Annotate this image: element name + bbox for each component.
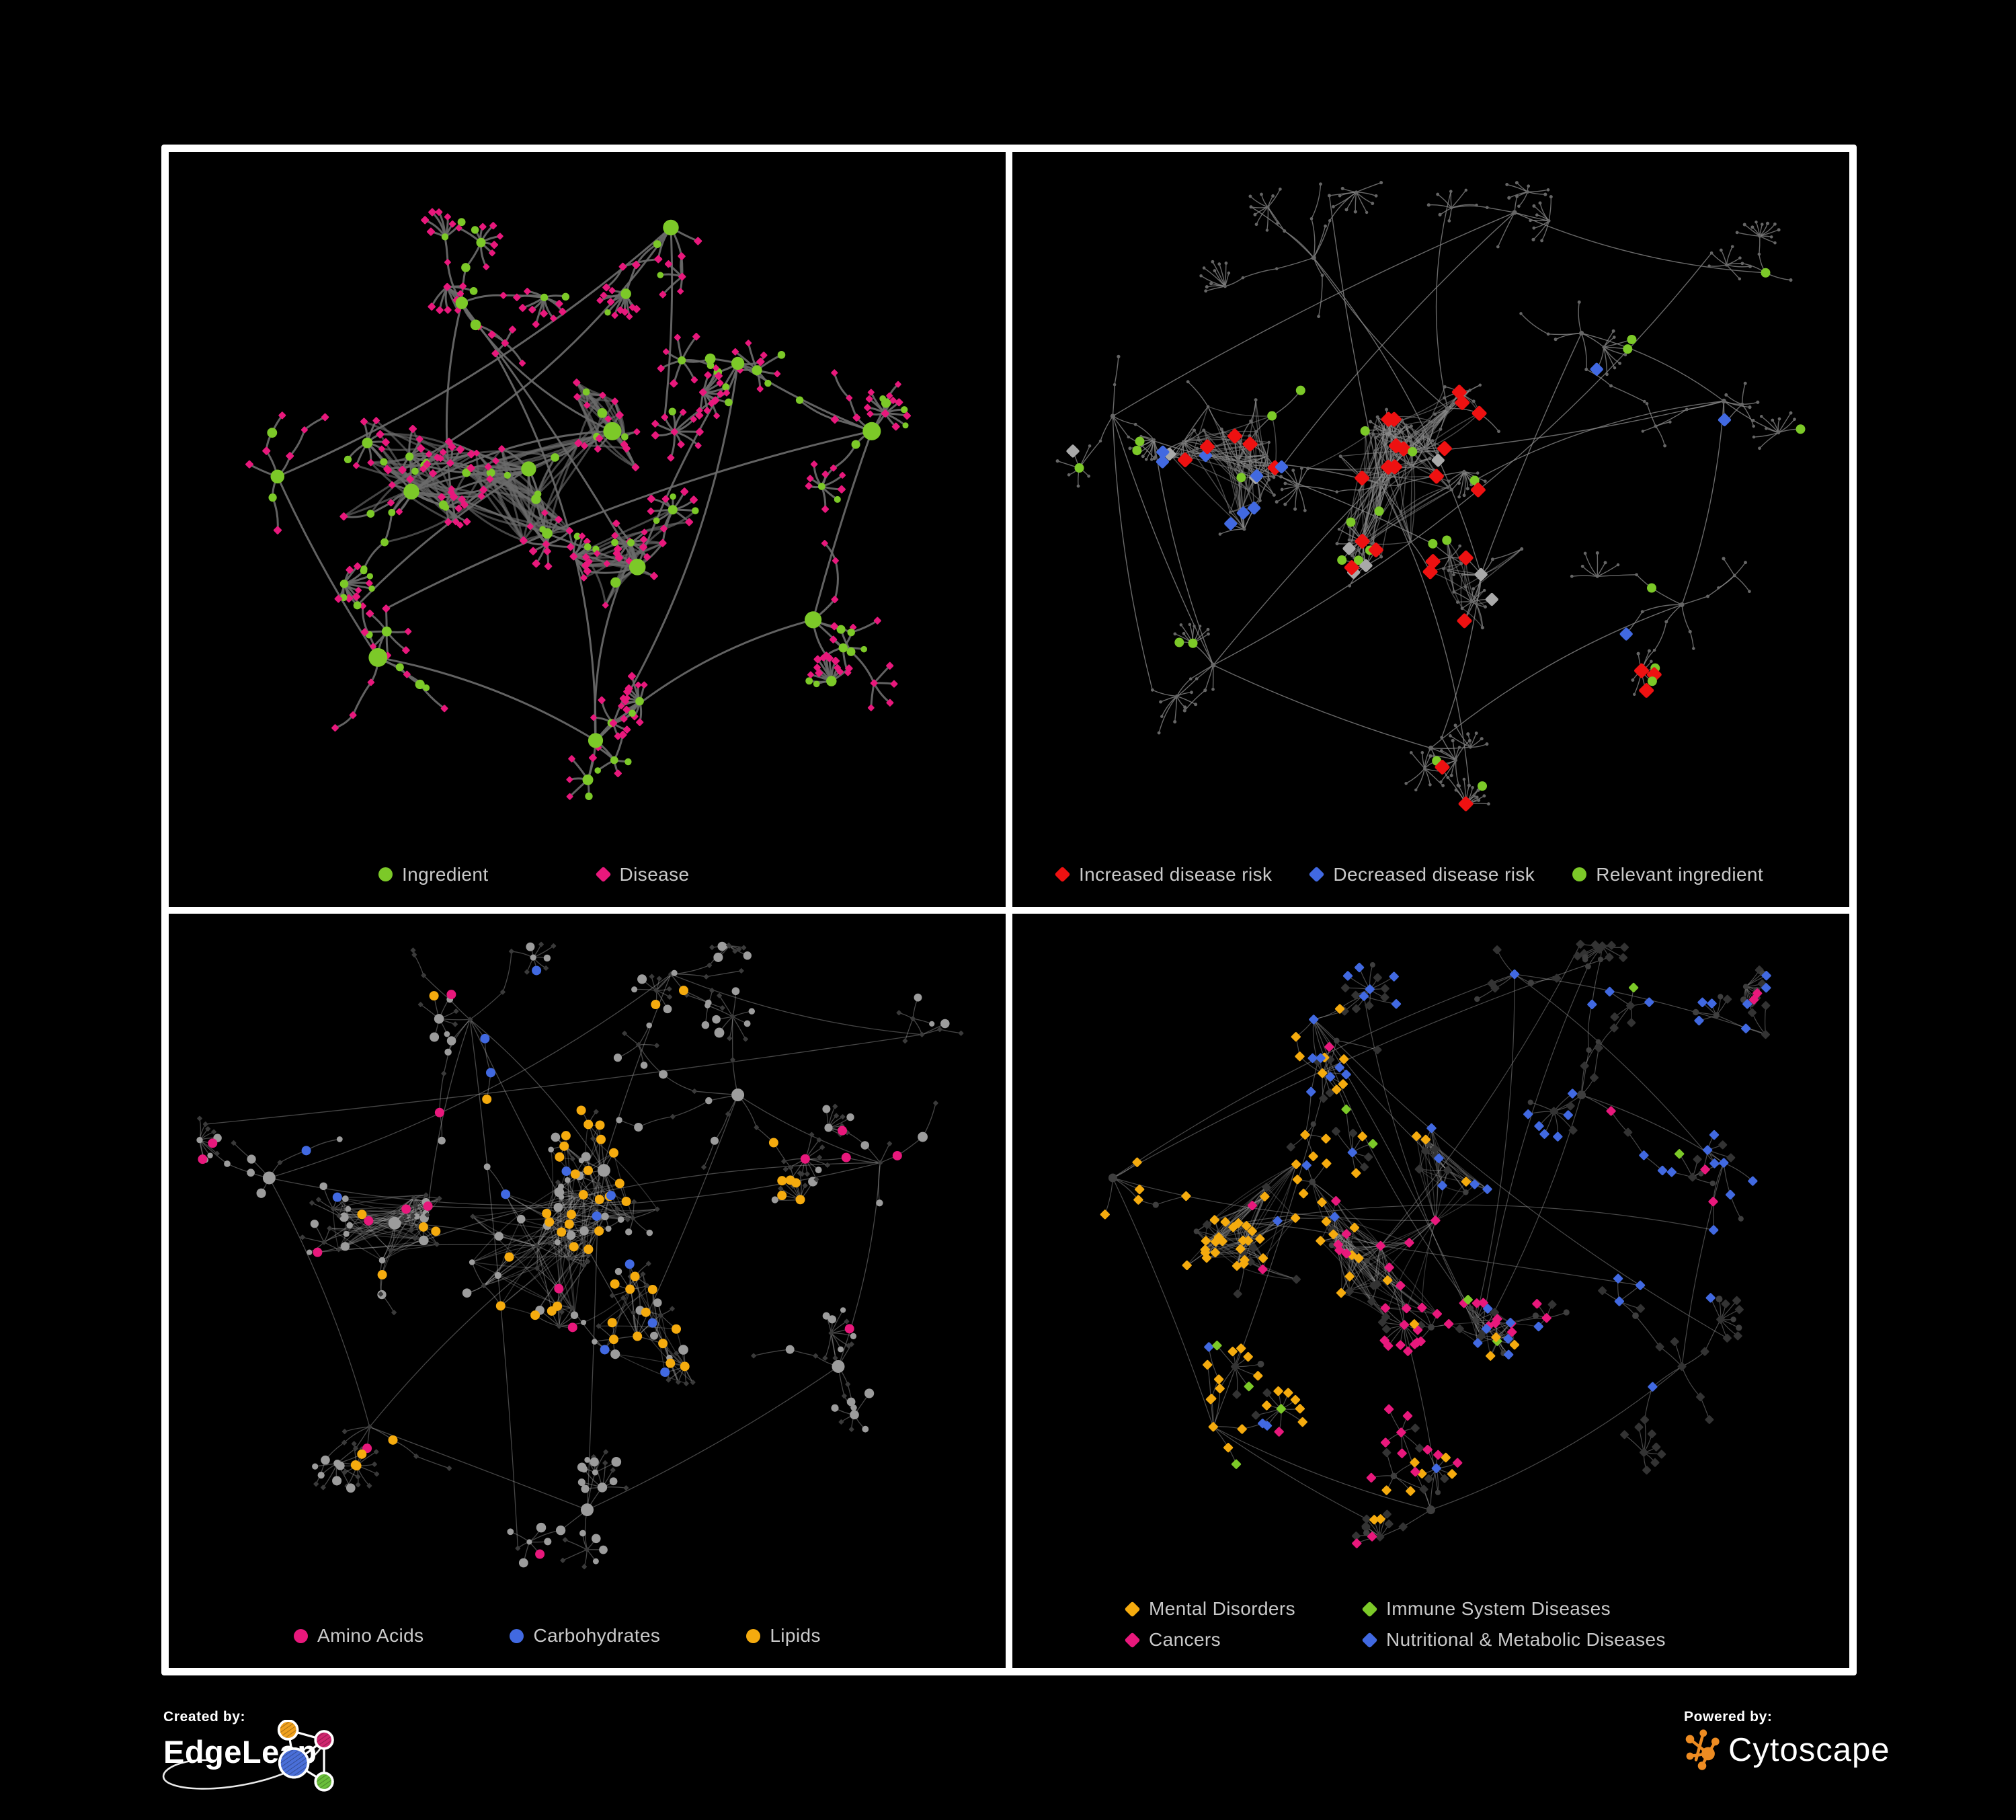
network-disease-categories <box>1100 939 1771 1548</box>
legend-item-disease: Disease <box>595 863 690 885</box>
legend-label: Cancers <box>1149 1629 1221 1650</box>
network-base-nodes <box>1055 181 1796 806</box>
legend-item-cancers: Cancers <box>1124 1629 1295 1651</box>
legend-ingredient-disease: Ingredient Disease <box>378 864 690 885</box>
legend-item-decreased-disease-risk: Decreased disease risk <box>1308 863 1535 885</box>
network-nutrient-classes <box>196 941 964 1569</box>
diamond-marker-icon <box>595 866 612 883</box>
legend-label: Relevant ingredient <box>1596 863 1764 885</box>
circle-marker-icon <box>510 1628 524 1643</box>
legend-label: Increased disease risk <box>1079 863 1273 885</box>
diamond-marker-icon <box>1361 1600 1378 1618</box>
created-by-block: Created by: EdgeLeap <box>163 1709 392 1792</box>
legend-label: Nutritional & Metabolic Diseases <box>1386 1629 1666 1650</box>
network-highlight-nodes <box>1100 962 1771 1548</box>
created-by-label: Created by: <box>163 1709 246 1725</box>
network-base-nodes <box>245 208 912 801</box>
circle-marker-icon <box>378 867 393 881</box>
cytoscape-wordmark: Cytoscape <box>1728 1732 1890 1768</box>
legend-item-amino-acids: Amino Acids <box>294 1625 424 1647</box>
legend-item-carbohydrates: Carbohydrates <box>510 1625 660 1647</box>
diamond-marker-icon <box>1054 866 1071 883</box>
legend-label: Amino Acids <box>317 1625 424 1646</box>
legend-disease-categories: Mental Disorders Immune System Diseases Ca… <box>1124 1598 1666 1651</box>
legend-item-nutritional-metabolic-diseases: Nutritional & Metabolic Diseases <box>1361 1629 1666 1651</box>
legend-label: Carbohydrates <box>533 1625 661 1646</box>
network-highlight-nodes <box>1066 268 1806 812</box>
network-highlight-nodes <box>198 965 902 1559</box>
legend-label: Ingredient <box>402 863 489 885</box>
diamond-marker-icon <box>1361 1631 1378 1649</box>
legend-item-immune-system-diseases: Immune System Diseases <box>1361 1598 1666 1620</box>
panel-grid: Ingredient Disease Increased disease risk… <box>161 145 1857 1675</box>
diamond-marker-icon <box>1124 1600 1141 1618</box>
legend-item-relevant-ingredient: Relevant ingredient <box>1572 864 1763 885</box>
edgeleap-logo: EdgeLeap <box>163 1720 392 1792</box>
network-hub-nodes <box>270 219 881 748</box>
diamond-marker-icon <box>1124 1631 1141 1649</box>
circle-marker-icon <box>746 1628 761 1643</box>
legend-label: Lipids <box>770 1625 821 1646</box>
circle-marker-icon <box>294 1628 308 1643</box>
powered-by-block: Powered by: Cytosc <box>1684 1709 1966 1772</box>
cytoscape-icon <box>1685 1729 1720 1770</box>
legend-item-ingredient: Ingredient <box>378 864 489 885</box>
network-disease-risk <box>1055 181 1806 812</box>
diamond-marker-icon <box>1308 866 1325 883</box>
powered-by-label: Powered by: <box>1684 1709 1773 1725</box>
legend-item-lipids: Lipids <box>746 1625 821 1647</box>
network-edges <box>249 211 908 797</box>
legend-label: Mental Disorders <box>1149 1598 1296 1619</box>
edgeleap-node-icon <box>277 1720 334 1792</box>
network-edges <box>199 943 961 1567</box>
network-base-nodes <box>1108 939 1771 1541</box>
network-edges <box>1057 182 1801 805</box>
legend-label: Decreased disease risk <box>1333 863 1535 885</box>
legend-item-mental-disorders: Mental Disorders <box>1124 1598 1296 1620</box>
panel-ingredient-disease: Ingredient Disease <box>169 152 1006 907</box>
panel-disease-risk: Increased disease risk Decreased disease … <box>1012 152 1849 907</box>
network-base-nodes <box>196 941 964 1569</box>
circle-marker-icon <box>1572 867 1587 881</box>
legend-disease-risk: Increased disease risk Decreased disease … <box>1054 863 1763 885</box>
panel-disease-categories: Mental Disorders Immune System Diseases Ca… <box>1012 913 1849 1668</box>
panel-nutrient-classes: Amino Acids Carbohydrates Lipids <box>169 913 1006 1668</box>
legend-item-increased-disease-risk: Increased disease risk <box>1054 863 1273 885</box>
network-ingredient-disease <box>245 208 912 801</box>
legend-label: Immune System Diseases <box>1386 1598 1611 1619</box>
legend-nutrient-classes: Amino Acids Carbohydrates Lipids <box>294 1625 821 1647</box>
legend-label: Disease <box>619 863 690 885</box>
